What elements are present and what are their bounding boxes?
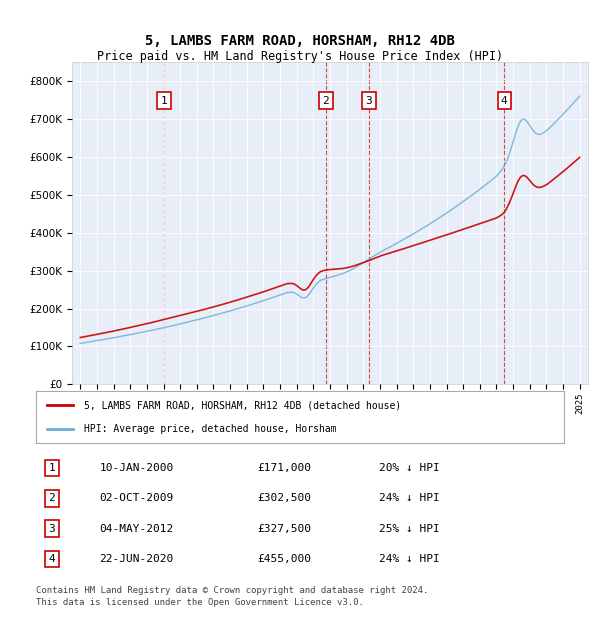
Text: £302,500: £302,500 [258,494,312,503]
Text: 02-OCT-2009: 02-OCT-2009 [100,494,173,503]
Text: 1: 1 [49,463,55,473]
Text: 2: 2 [322,95,329,105]
Text: 2: 2 [49,494,55,503]
Text: 24% ↓ HPI: 24% ↓ HPI [379,554,440,564]
Text: £171,000: £171,000 [258,463,312,473]
Text: 5, LAMBS FARM ROAD, HORSHAM, RH12 4DB (detached house): 5, LAMBS FARM ROAD, HORSHAM, RH12 4DB (d… [83,401,401,410]
Text: This data is licensed under the Open Government Licence v3.0.: This data is licensed under the Open Gov… [36,598,364,608]
Text: 1: 1 [161,95,167,105]
Text: Price paid vs. HM Land Registry's House Price Index (HPI): Price paid vs. HM Land Registry's House … [97,50,503,63]
Text: 10-JAN-2000: 10-JAN-2000 [100,463,173,473]
Text: 22-JUN-2020: 22-JUN-2020 [100,554,173,564]
Text: 3: 3 [49,524,55,534]
Text: 20% ↓ HPI: 20% ↓ HPI [379,463,440,473]
Text: 4: 4 [49,554,55,564]
Text: HPI: Average price, detached house, Horsham: HPI: Average price, detached house, Hors… [83,423,336,433]
Text: 24% ↓ HPI: 24% ↓ HPI [379,494,440,503]
Text: 4: 4 [501,95,508,105]
Text: 3: 3 [365,95,373,105]
Text: 04-MAY-2012: 04-MAY-2012 [100,524,173,534]
Text: 5, LAMBS FARM ROAD, HORSHAM, RH12 4DB: 5, LAMBS FARM ROAD, HORSHAM, RH12 4DB [145,34,455,48]
Text: 25% ↓ HPI: 25% ↓ HPI [379,524,440,534]
Text: £455,000: £455,000 [258,554,312,564]
Text: Contains HM Land Registry data © Crown copyright and database right 2024.: Contains HM Land Registry data © Crown c… [36,586,428,595]
Text: £327,500: £327,500 [258,524,312,534]
